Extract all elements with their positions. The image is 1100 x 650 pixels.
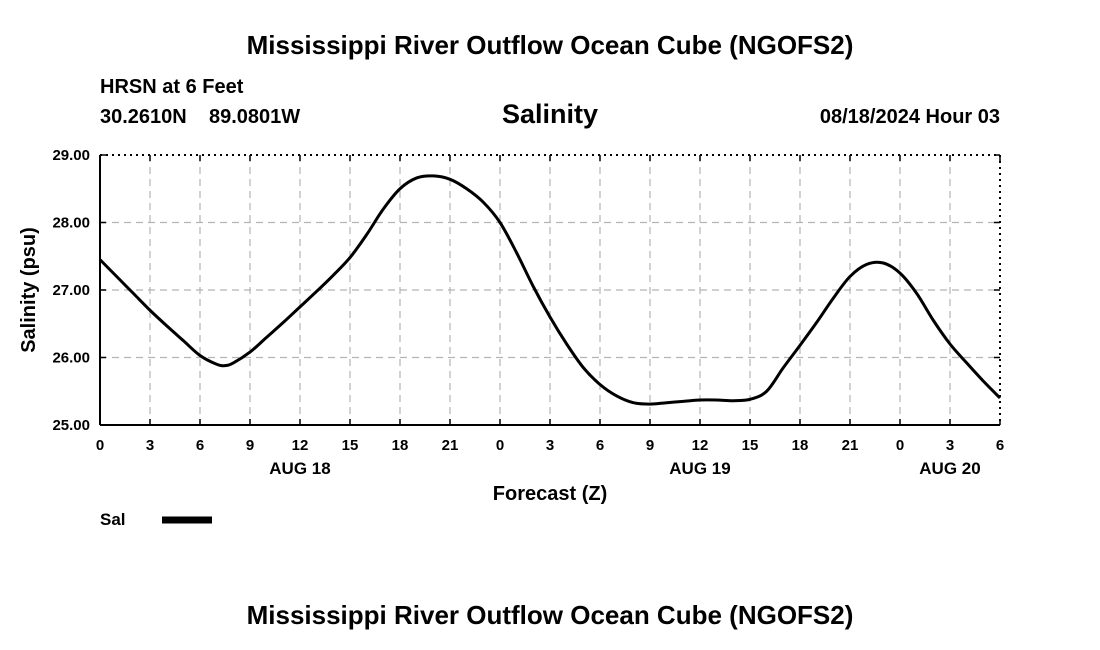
station-label: HRSN at 6 Feet <box>100 76 244 98</box>
x-tick-label: 18 <box>392 437 409 454</box>
x-tick-label: 12 <box>292 437 309 454</box>
page-title-bottom: Mississippi River Outflow Ocean Cube (NG… <box>246 600 854 630</box>
x-tick-label: 6 <box>196 437 204 454</box>
longitude-label: 89.0801W <box>209 106 301 128</box>
x-tick-label: 21 <box>442 437 459 454</box>
day-label: AUG 18 <box>269 459 330 478</box>
day-label: AUG 20 <box>919 459 980 478</box>
y-tick-label: 29.00 <box>52 147 90 164</box>
y-axis-label: Salinity (psu) <box>18 227 40 353</box>
x-tick-label: 9 <box>646 437 654 454</box>
x-tick-label: 0 <box>496 437 504 454</box>
x-tick-label: 18 <box>792 437 809 454</box>
series-line-sal <box>98 174 1002 406</box>
x-tick-label: 3 <box>146 437 154 454</box>
day-label: AUG 19 <box>669 459 730 478</box>
y-tick-label: 28.00 <box>52 215 90 232</box>
latitude-label: 30.2610N <box>100 106 187 128</box>
x-tick-label: 21 <box>842 437 859 454</box>
x-tick-label: 3 <box>946 437 954 454</box>
chart-title: Salinity <box>501 99 599 129</box>
x-tick-label: 3 <box>546 437 554 454</box>
x-tick-label: 12 <box>692 437 709 454</box>
x-tick-label: 15 <box>742 437 759 454</box>
x-tick-label: 6 <box>596 437 604 454</box>
y-tick-label: 25.00 <box>52 417 90 434</box>
y-tick-label: 26.00 <box>52 350 90 367</box>
legend-label: Sal <box>100 510 126 529</box>
y-tick-label: 27.00 <box>52 282 90 299</box>
x-tick-label: 0 <box>96 437 104 454</box>
page-title-top: Mississippi River Outflow Ocean Cube (NG… <box>246 30 854 60</box>
datetime-label: 08/18/2024 Hour 03 <box>819 106 1000 128</box>
x-tick-label: 9 <box>246 437 254 454</box>
x-tick-label: 15 <box>342 437 359 454</box>
x-axis-label: Forecast (Z) <box>493 483 607 505</box>
x-tick-label: 6 <box>996 437 1004 454</box>
x-tick-label: 0 <box>896 437 904 454</box>
